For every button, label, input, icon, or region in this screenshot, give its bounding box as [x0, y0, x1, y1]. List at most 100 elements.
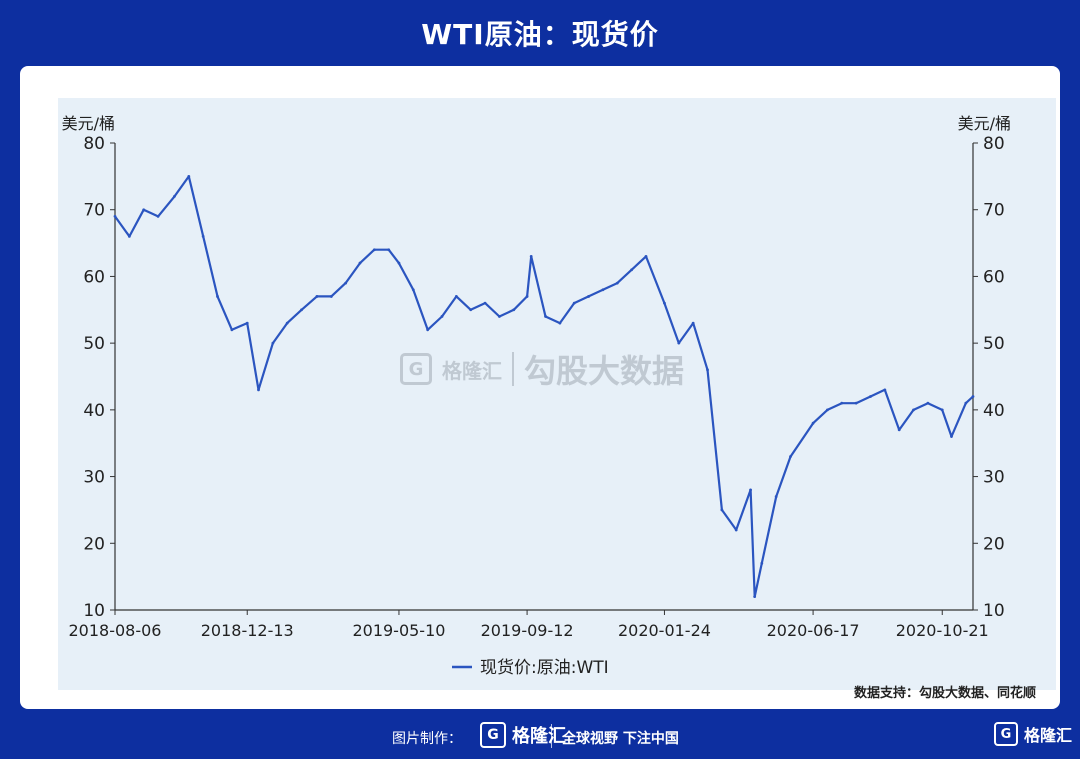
footer-credit: 图片制作： [392, 731, 462, 747]
data-point [940, 408, 944, 412]
data-point [971, 395, 975, 398]
data-point [127, 235, 131, 238]
data-point [300, 308, 303, 312]
data-point [869, 395, 872, 398]
data-point [329, 295, 333, 298]
data-point [230, 328, 234, 332]
data-point [950, 435, 953, 438]
data-point [426, 328, 430, 332]
data-point [358, 261, 362, 265]
data-point [257, 388, 260, 392]
data-point [663, 301, 666, 305]
data-point [344, 281, 348, 285]
left-y-tick-label: 30 [83, 468, 105, 488]
data-point [558, 321, 562, 325]
x-tick-label: 2018-08-06 [69, 621, 162, 640]
data-point [572, 301, 576, 305]
watermark-logo-icon: G [400, 353, 432, 385]
right-y-tick-label: 30 [983, 468, 1005, 488]
chart-title: WTI原油：现货价 [421, 18, 659, 51]
data-point [216, 295, 219, 298]
data-source: 数据支持：勾股大数据、同花顺 [853, 686, 1036, 701]
right-y-tick-label: 40 [983, 401, 1005, 421]
data-point [454, 295, 458, 298]
data-point [397, 261, 401, 265]
footer-divider [551, 724, 552, 748]
data-point [964, 401, 968, 405]
data-point [774, 495, 778, 498]
data-point [826, 408, 829, 412]
right-y-tick-label: 80 [983, 134, 1005, 154]
x-tick-label: 2020-01-24 [618, 621, 711, 640]
watermark-divider [512, 352, 514, 386]
data-point [483, 301, 487, 305]
data-point [630, 268, 634, 272]
data-point [387, 248, 391, 252]
data-point [285, 321, 289, 325]
data-point [187, 174, 191, 178]
data-point [840, 401, 844, 405]
data-point [615, 281, 619, 285]
data-point [512, 308, 516, 312]
footer: 图片制作： G 格隆汇 全球视野 下注中国 G 格隆汇 [0, 712, 1080, 759]
data-point [156, 214, 160, 218]
left-y-tick-label: 70 [83, 201, 105, 221]
data-point [706, 368, 709, 372]
x-tick-label: 2020-06-17 [767, 621, 860, 640]
watermark-product: 勾股大数据 [524, 352, 685, 390]
data-point [789, 455, 792, 458]
watermark: G 格隆汇 勾股大数据 [400, 346, 684, 392]
data-point [912, 408, 915, 412]
data-point [173, 194, 176, 198]
corner-brand-name: 格隆汇 [1023, 726, 1072, 745]
data-point [644, 255, 648, 258]
watermark-brand: 格隆汇 [442, 358, 502, 383]
right-y-tick-label: 10 [983, 601, 1005, 621]
series-line-wti [114, 175, 974, 598]
x-tick-label: 2020-10-21 [896, 621, 989, 640]
chart-card: G 格隆汇 勾股大数据 数据支持：勾股大数据、同花顺 [20, 66, 1060, 709]
data-point [529, 255, 533, 258]
data-point [926, 401, 930, 405]
right-y-tick-label: 50 [983, 334, 1005, 354]
right-y-unit: 美元/桶 [958, 114, 1011, 133]
plot-background [58, 98, 1056, 690]
data-point [691, 321, 695, 325]
data-point [677, 341, 681, 345]
right-y-tick-label: 70 [983, 201, 1005, 221]
footer-brand-name: 格隆汇 [512, 726, 566, 747]
data-point [525, 295, 529, 298]
data-point [753, 595, 757, 599]
left-y-tick-label: 60 [83, 267, 105, 287]
corner-brand: G 格隆汇 [993, 722, 1072, 746]
data-point [372, 248, 376, 252]
left-y-unit: 美元/桶 [62, 114, 115, 133]
x-tick-label: 2019-05-10 [352, 621, 445, 640]
corner-logo-icon: G [993, 722, 1018, 746]
x-tick-label: 2019-09-12 [481, 621, 574, 640]
footer-brand: G 格隆汇 [480, 722, 566, 748]
data-point [854, 401, 858, 405]
left-y-tick-label: 20 [83, 534, 105, 554]
left-y-tick-label: 40 [83, 401, 105, 421]
left-y-tick-label: 50 [83, 334, 105, 354]
right-y-tick-label: 20 [983, 534, 1005, 554]
left-y-tick-label: 10 [83, 601, 105, 621]
left-y-tick-label: 80 [83, 134, 105, 154]
data-point [411, 288, 415, 292]
x-tick-label: 2018-12-13 [201, 621, 294, 640]
data-point [469, 308, 473, 312]
data-point [749, 488, 752, 492]
data-point [315, 295, 319, 298]
data-point [734, 528, 738, 532]
data-point [245, 321, 249, 325]
data-point [883, 388, 887, 392]
data-point [498, 315, 501, 318]
data-point [720, 508, 724, 512]
brand-logo-icon: G [480, 722, 506, 748]
data-point [897, 428, 901, 432]
data-point [440, 315, 444, 318]
data-point [142, 208, 146, 212]
data-point [544, 315, 547, 318]
